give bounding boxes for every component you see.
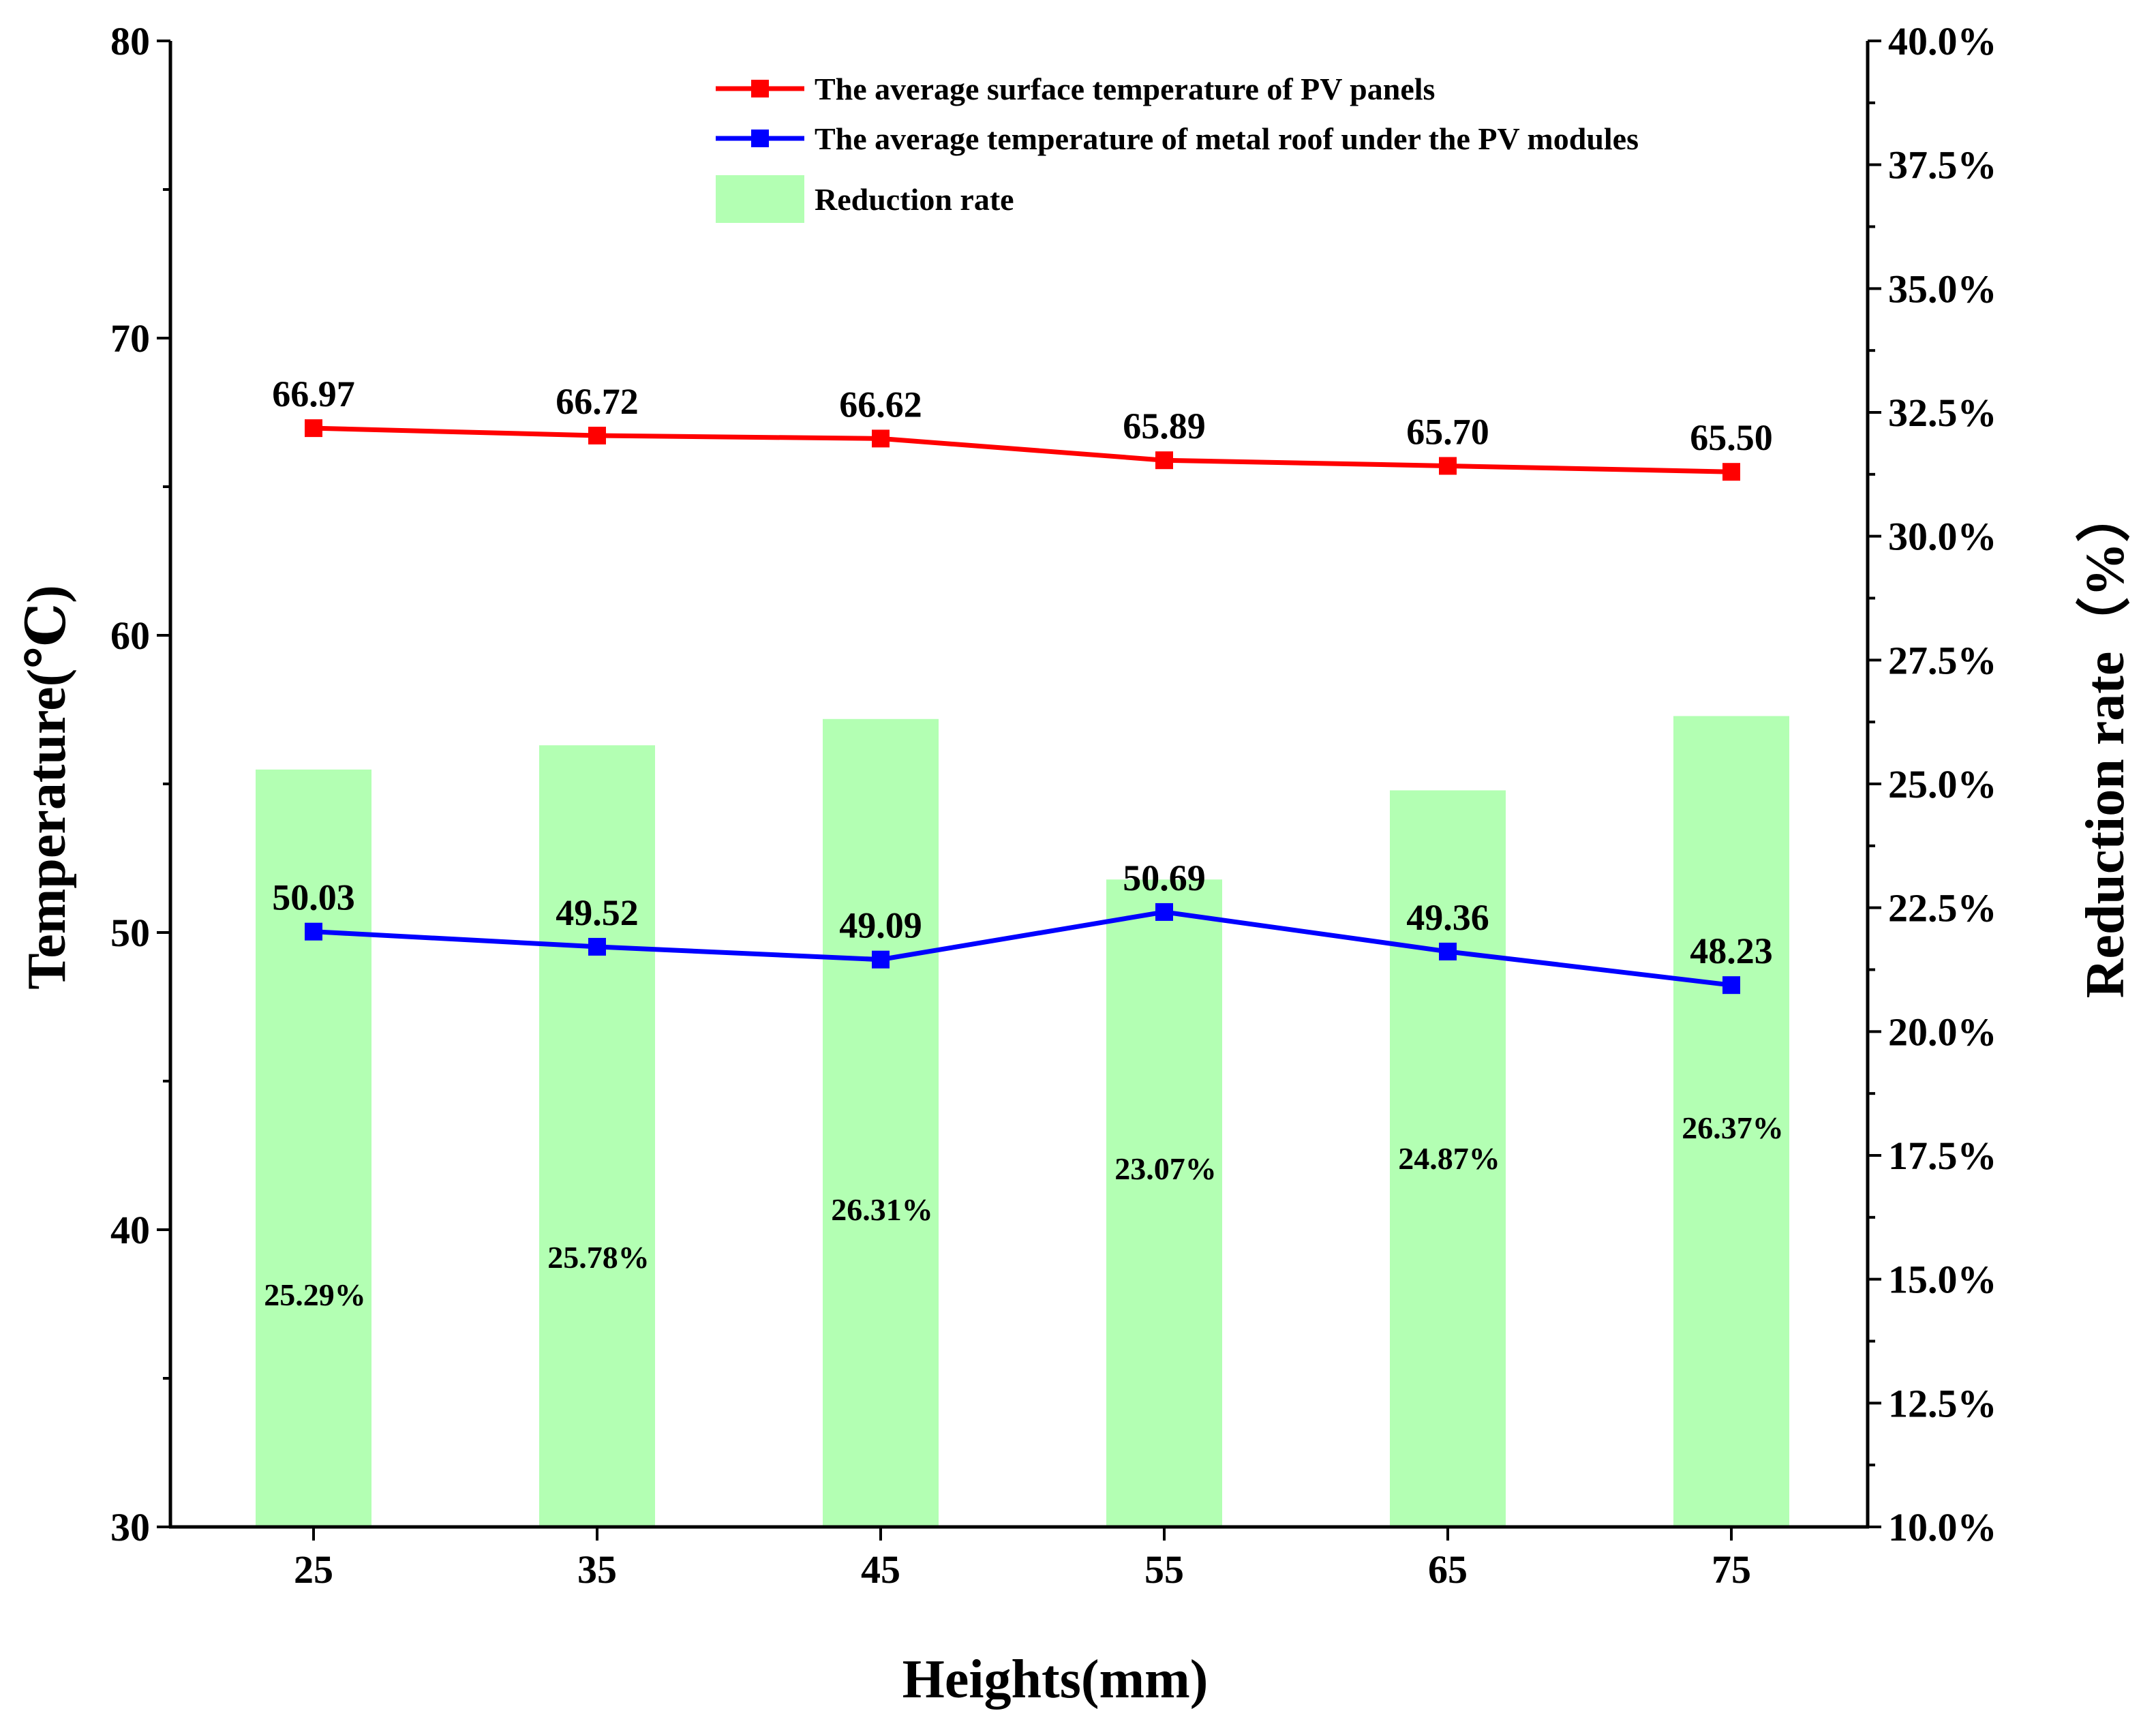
marker-pv-45 bbox=[872, 429, 890, 448]
bar-25 bbox=[256, 769, 371, 1527]
x-tick-label-45: 45 bbox=[861, 1547, 900, 1592]
bar-55 bbox=[1106, 879, 1222, 1527]
y-right-tick-label: 37.5% bbox=[1888, 143, 1997, 187]
point-label-pv-55: 65.89 bbox=[1123, 406, 1206, 446]
point-label-roof-35: 49.52 bbox=[556, 892, 639, 933]
point-label-pv-45: 66.62 bbox=[839, 384, 922, 425]
bar-label-45: 26.31% bbox=[831, 1192, 933, 1227]
bar-45 bbox=[823, 718, 939, 1527]
marker-roof-35 bbox=[588, 937, 606, 956]
y-left-tick-label: 30 bbox=[110, 1505, 150, 1549]
legend-marker-pv-panels bbox=[751, 80, 769, 97]
marker-roof-65 bbox=[1439, 942, 1457, 960]
y-right-tick-label: 30.0% bbox=[1888, 515, 1997, 559]
point-label-roof-45: 49.09 bbox=[839, 905, 922, 946]
y-left-tick-label: 80 bbox=[110, 19, 150, 63]
bar-35 bbox=[539, 745, 655, 1527]
y-right-tick-label: 17.5% bbox=[1888, 1134, 1997, 1178]
legend-marker-metal-roof bbox=[751, 130, 769, 147]
lines-layer bbox=[305, 419, 1740, 995]
point-label-roof-75: 48.23 bbox=[1690, 930, 1773, 971]
y-left-tick-label: 70 bbox=[110, 316, 150, 361]
y-right-axis-title: Reduction rate（%） bbox=[2076, 488, 2136, 999]
y-left-tick-label: 60 bbox=[110, 613, 150, 658]
y-right-tick-label: 20.0% bbox=[1888, 1010, 1997, 1054]
y-right-tick-label: 32.5% bbox=[1888, 391, 1997, 435]
marker-pv-75 bbox=[1722, 463, 1740, 481]
point-label-pv-35: 66.72 bbox=[556, 381, 639, 422]
y-right-tick-label: 12.5% bbox=[1888, 1381, 1997, 1425]
legend-label-metal-roof: The average temperature of metal roof un… bbox=[815, 121, 1639, 156]
x-tick-label-75: 75 bbox=[1712, 1547, 1751, 1592]
x-tick-label-25: 25 bbox=[294, 1547, 333, 1592]
bar-label-25: 25.29% bbox=[264, 1277, 366, 1312]
point-label-pv-25: 66.97 bbox=[272, 374, 355, 414]
x-tick-label-55: 55 bbox=[1144, 1547, 1184, 1592]
marker-pv-65 bbox=[1439, 457, 1457, 475]
y-right-tick-label: 22.5% bbox=[1888, 886, 1997, 930]
labels-layer: 25.29% 25.78% 26.31% 23.07% 24.87% 26.37% 66.9… bbox=[264, 374, 1784, 1312]
marker-pv-25 bbox=[305, 419, 322, 438]
y-right-tick-label: 27.5% bbox=[1888, 638, 1997, 682]
point-label-roof-25: 50.03 bbox=[272, 877, 355, 918]
bar-label-55: 23.07% bbox=[1114, 1151, 1217, 1186]
point-label-pv-75: 65.50 bbox=[1690, 417, 1773, 458]
x-tick-label-65: 65 bbox=[1428, 1547, 1468, 1592]
marker-roof-45 bbox=[872, 950, 890, 969]
bar-label-35: 25.78% bbox=[547, 1240, 650, 1275]
y-right-tick-label: 10.0% bbox=[1888, 1505, 1997, 1549]
bar-label-65: 24.87% bbox=[1398, 1141, 1500, 1176]
x-axis-title: Heights(mm) bbox=[902, 1650, 1209, 1710]
legend: The average surface temperature of PV pa… bbox=[716, 72, 1639, 223]
bar-75 bbox=[1673, 716, 1789, 1527]
series-line-pv-panels bbox=[313, 425, 1732, 474]
axes-layer: 30 40 50 60 70 80 10.0% 12.5% 15.0% 17.5% 20.0% 22.… bbox=[110, 19, 1997, 1592]
series-line-metal-roof bbox=[313, 909, 1732, 988]
y-right-tick-label: 25.0% bbox=[1888, 762, 1997, 806]
bar-65 bbox=[1390, 790, 1506, 1527]
y-right-tick-label: 15.0% bbox=[1888, 1258, 1997, 1302]
point-label-roof-55: 50.69 bbox=[1123, 858, 1206, 898]
bar-label-75: 26.37% bbox=[1682, 1110, 1784, 1145]
legend-swatch-reduction-rate bbox=[716, 175, 804, 223]
point-label-roof-65: 49.36 bbox=[1406, 897, 1489, 938]
legend-label-pv-panels: The average surface temperature of PV pa… bbox=[815, 72, 1435, 106]
marker-pv-55 bbox=[1155, 451, 1173, 470]
y-left-tick-label: 50 bbox=[110, 911, 150, 955]
marker-pv-35 bbox=[588, 427, 606, 445]
x-tick-label-35: 35 bbox=[577, 1547, 617, 1592]
y-right-tick-label: 35.0% bbox=[1888, 267, 1997, 311]
y-right-tick-label: 40.0% bbox=[1888, 19, 1997, 63]
marker-roof-55 bbox=[1155, 903, 1173, 921]
point-label-pv-65: 65.70 bbox=[1406, 411, 1489, 452]
marker-roof-25 bbox=[305, 922, 322, 941]
y-left-axis-title: Temperature(℃) bbox=[17, 585, 77, 990]
bars-layer bbox=[256, 716, 1789, 1527]
y-left-tick-label: 40 bbox=[110, 1208, 150, 1252]
legend-label-reduction-rate: Reduction rate bbox=[815, 182, 1014, 217]
marker-roof-75 bbox=[1722, 976, 1740, 995]
